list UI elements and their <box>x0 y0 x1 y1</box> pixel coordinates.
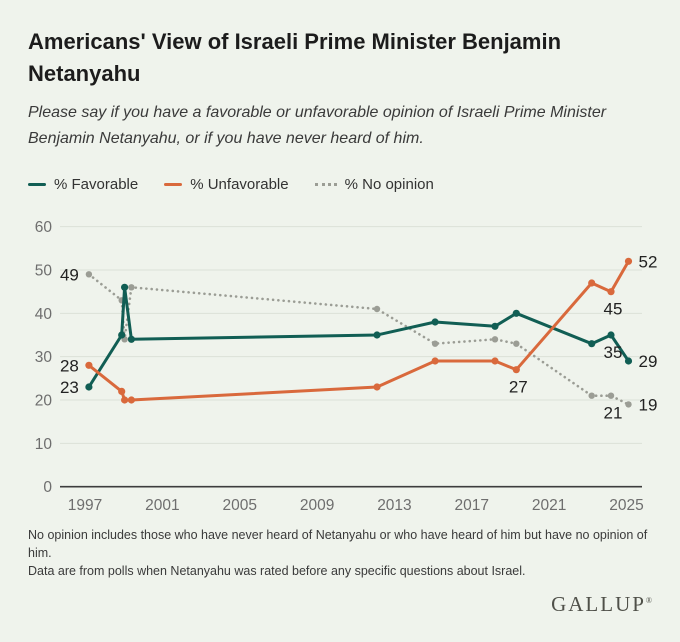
data-point-unfavorable <box>85 361 93 369</box>
data-point-no_opinion <box>588 392 595 399</box>
data-label-favorable-35: 35 <box>604 343 623 362</box>
data-point-unfavorable <box>588 279 596 287</box>
legend-swatch-favorable <box>28 183 46 186</box>
data-label-favorable-29: 29 <box>639 352 658 371</box>
data-point-unfavorable <box>121 396 129 404</box>
data-point-unfavorable <box>607 288 615 296</box>
y-tick-label-10: 10 <box>35 436 53 453</box>
series-line-favorable <box>87 285 630 389</box>
chart-legend: % Favorable % Unfavorable % No opinion <box>28 176 434 193</box>
y-tick-label-60: 60 <box>35 219 53 236</box>
x-tick-label-2009: 2009 <box>300 497 334 514</box>
data-point-favorable <box>85 383 93 391</box>
gallup-wordmark: GALLUP <box>551 592 646 616</box>
data-label-favorable-23: 23 <box>60 378 79 397</box>
data-point-no_opinion <box>513 340 520 347</box>
gallup-logo: GALLUP® <box>551 592 652 617</box>
x-tick-label-2005: 2005 <box>222 497 256 514</box>
data-point-unfavorable <box>118 387 126 395</box>
data-point-favorable <box>373 331 381 339</box>
data-point-unfavorable <box>624 257 633 265</box>
y-tick-label-50: 50 <box>35 263 53 280</box>
data-point-favorable <box>127 335 135 343</box>
y-tick-label-0: 0 <box>43 479 52 496</box>
data-label-unfavorable-28: 28 <box>60 356 79 375</box>
data-point-no_opinion <box>128 284 135 291</box>
x-tick-label-1997: 1997 <box>68 497 102 514</box>
footnote-no-opinion-definition: No opinion includes those who have never… <box>28 528 648 560</box>
data-point-favorable <box>607 331 615 339</box>
y-tick-label-20: 20 <box>35 393 53 410</box>
x-tick-label-2021: 2021 <box>532 497 566 514</box>
x-tick-label-2017: 2017 <box>455 497 489 514</box>
data-point-unfavorable <box>431 357 439 365</box>
data-label-unfavorable-52: 52 <box>639 252 658 271</box>
chart-subtitle: Please say if you have a favorable or un… <box>28 104 607 147</box>
series-line-unfavorable <box>87 259 630 402</box>
data-point-favorable <box>624 357 633 365</box>
data-point-favorable <box>512 309 520 317</box>
chart-footnotes: No opinion includes those who have never… <box>28 527 652 580</box>
legend-item-unfavorable: % Unfavorable <box>164 176 289 193</box>
data-point-no_opinion <box>625 401 632 408</box>
data-point-no_opinion <box>85 271 93 278</box>
data-point-favorable <box>121 283 129 291</box>
data-label-unfavorable-45: 45 <box>604 300 623 319</box>
data-point-favorable <box>491 322 499 330</box>
y-tick-label-30: 30 <box>35 349 53 366</box>
footnote-data-source: Data are from polls when Netanyahu was r… <box>28 563 526 578</box>
y-tick-label-40: 40 <box>35 306 53 323</box>
data-point-favorable <box>118 331 126 339</box>
data-point-unfavorable <box>127 396 135 404</box>
data-label-no_opinion-19: 19 <box>639 395 658 414</box>
data-point-no_opinion <box>607 392 615 399</box>
x-tick-label-2025: 2025 <box>609 497 643 514</box>
legend-swatch-unfavorable <box>164 183 183 186</box>
legend-label-unfavorable: % Unfavorable <box>190 176 289 193</box>
legend-label-favorable: % Favorable <box>54 176 139 193</box>
legend-label-no_opinion: % No opinion <box>344 176 434 193</box>
legend-swatch-no_opinion <box>314 183 337 186</box>
data-label-unfavorable-27: 27 <box>509 378 528 397</box>
chart-title: Americans' View of Israeli Prime Ministe… <box>28 29 562 86</box>
data-label-no_opinion-49: 49 <box>60 265 79 284</box>
data-point-no_opinion <box>373 305 381 313</box>
x-tick-label-2001: 2001 <box>145 497 179 514</box>
legend-item-no_opinion: % No opinion <box>314 176 434 193</box>
data-point-favorable <box>588 340 596 348</box>
x-tick-label-2013: 2013 <box>377 497 411 514</box>
data-point-unfavorable <box>491 357 499 365</box>
data-label-no_opinion-21: 21 <box>604 404 623 423</box>
data-point-favorable <box>431 318 439 326</box>
data-point-unfavorable <box>512 366 520 374</box>
data-point-no_opinion <box>431 340 439 347</box>
data-point-no_opinion <box>491 336 499 343</box>
legend-item-favorable: % Favorable <box>28 176 138 193</box>
registered-mark: ® <box>645 596 652 605</box>
data-point-unfavorable <box>373 383 381 391</box>
